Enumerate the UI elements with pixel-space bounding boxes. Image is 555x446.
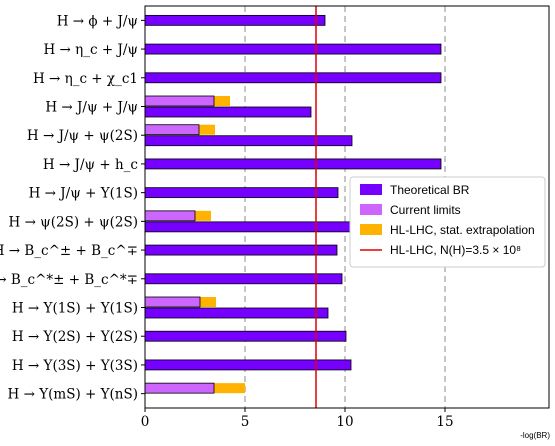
x-tick-label: 15 <box>436 414 453 430</box>
current-limit-bar <box>144 210 196 222</box>
x-axis-label: -log(BR) <box>520 431 550 440</box>
category-label: H → J/ψ + J/ψ <box>45 100 138 116</box>
category-label: H → B_c^*± + B_c^*∓ <box>0 272 138 288</box>
category-label: H → ϕ + J/ψ <box>57 13 138 29</box>
bars <box>144 14 442 394</box>
theoretical-br-bar <box>144 221 353 233</box>
theoretical-br-bar <box>144 14 326 26</box>
x-axis-ticks: 0 5 10 15 <box>141 408 454 430</box>
legend-box <box>349 176 546 268</box>
category-label: H → J/ψ + Υ(1S) <box>29 186 138 202</box>
legend-entry-label: Current limits <box>390 203 461 217</box>
legend-swatch <box>360 224 382 235</box>
plot-frame <box>144 5 550 409</box>
legend-entry-label: HL-LHC, N(H)=3.5 × 10⁸ <box>390 243 521 257</box>
x-tick-label: 0 <box>141 414 150 430</box>
theoretical-br-bar <box>144 359 352 371</box>
category-label: H → Υ(3S) + Υ(3S) <box>12 358 138 374</box>
theoretical-br-bar <box>144 307 329 319</box>
category-label: H → Υ(2S) + Υ(2S) <box>12 329 138 345</box>
category-label: H → J/ψ + h_c <box>43 157 138 173</box>
current-limit-bar <box>144 95 215 107</box>
category-labels: H → ϕ + J/ψ H → η_c + J/ψ H → η_c + χ_c1 H … <box>0 13 145 403</box>
x-tick-label: 5 <box>241 414 250 430</box>
legend-swatch <box>360 184 382 195</box>
theoretical-br-bar <box>144 273 343 285</box>
theoretical-br-bar <box>144 43 442 55</box>
theoretical-br-bar <box>144 187 339 199</box>
legend: Theoretical BR Current limits HL-LHC, stat… <box>349 176 546 268</box>
category-label: H → ψ(2S) + ψ(2S) <box>9 214 138 230</box>
theoretical-br-bar <box>144 244 338 256</box>
theoretical-br-bar <box>144 158 442 170</box>
category-label: H → η_c + χ_c1 <box>33 71 138 87</box>
theoretical-br-bar <box>144 72 442 84</box>
category-label: H → Υ(1S) + Υ(1S) <box>12 301 138 317</box>
category-label: H → B_c^± + B_c^∓ <box>0 243 138 259</box>
current-limit-bar <box>144 124 200 136</box>
category-label: H → Υ(mS) + Υ(nS) <box>8 387 138 403</box>
theoretical-br-bar <box>144 106 312 118</box>
category-label: H → η_c + J/ψ <box>43 42 138 58</box>
legend-entry-label: HL-LHC, stat. extrapolation <box>390 223 535 237</box>
category-label: H → J/ψ + ψ(2S) <box>27 128 138 144</box>
current-limit-bar <box>144 382 215 394</box>
legend-entry-label: Theoretical BR <box>390 183 470 197</box>
current-limit-bar <box>144 296 201 308</box>
legend-swatch <box>360 204 382 215</box>
x-tick-label: 10 <box>336 414 353 430</box>
theoretical-br-bar <box>144 135 353 147</box>
